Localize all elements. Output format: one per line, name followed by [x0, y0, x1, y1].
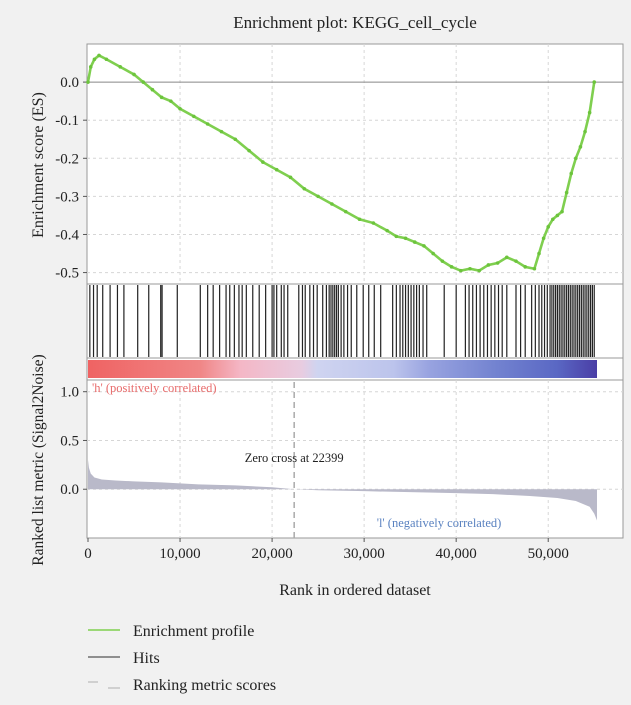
enrichment-point [574, 156, 578, 161]
enrichment-point [371, 221, 376, 225]
enrichment-point [551, 217, 555, 222]
enrichment-grid [87, 44, 623, 284]
enrichment-point [564, 190, 569, 195]
enrichment-point [449, 265, 454, 269]
metric-y-tick-label: 1.0 [60, 385, 79, 401]
enrichment-point [316, 194, 320, 199]
legend: Enrichment profile Hits Ranking metric s… [88, 623, 276, 694]
enrichment-point [569, 171, 574, 176]
x-tick-label: 10,000 [159, 546, 200, 562]
x-tick-label: 20,000 [251, 546, 292, 562]
enrichment-point [495, 261, 500, 265]
hits-lines [89, 285, 595, 357]
enrichment-point [141, 80, 146, 84]
enrichment-panel [86, 43, 624, 285]
legend-enrichment-label: Enrichment profile [133, 623, 254, 640]
enrichment-y-tick-label: 0.0 [60, 75, 79, 91]
legend-hits-label: Hits [133, 650, 160, 667]
enrichment-point [560, 209, 564, 214]
enrichment-point [486, 263, 491, 267]
positive-correlation-label: 'h' (positively correlated) [92, 381, 217, 395]
enrichment-point [274, 167, 279, 172]
enrichment-y-tick-label: -0.5 [55, 266, 79, 282]
enrichment-point [532, 266, 537, 271]
enrichment-point [537, 251, 541, 256]
metric-y-tick-label: 0.5 [60, 433, 79, 449]
metric-y-tick-label: 0.0 [60, 482, 79, 498]
enrichment-point [523, 265, 528, 269]
enrichment-profile-points [86, 53, 597, 273]
enrichment-point [555, 213, 560, 218]
enrichment-point [92, 57, 97, 62]
enrichment-point [458, 268, 463, 273]
enrichment-point [118, 65, 123, 69]
enrichment-y-tick-label: -0.4 [55, 227, 79, 243]
enrichment-point [86, 80, 90, 84]
enrichment-point [330, 202, 334, 206]
x-axis-ticks: 0 10,000 20,000 30,000 40,000 50,000 [84, 538, 569, 562]
enrichment-point [431, 251, 435, 256]
enrichment-y-tick-label: -0.2 [55, 151, 79, 167]
enrichment-point [169, 99, 173, 103]
enrichment-point [403, 236, 408, 241]
enrichment-y-tick-label: -0.3 [55, 189, 79, 205]
enrichment-point [88, 65, 93, 69]
enrichment-point [104, 57, 109, 62]
enrichment-point [394, 234, 399, 239]
chart-title: Enrichment plot: KEGG_cell_cycle [233, 13, 477, 32]
enrichment-point [385, 228, 389, 233]
enrichment-point [302, 186, 307, 191]
enrichment-point [219, 129, 224, 134]
hits-panel [86, 283, 624, 359]
enrichment-point [592, 80, 597, 84]
enrichment-point [132, 72, 136, 77]
x-tick-label: 50,000 [528, 546, 569, 562]
enrichment-point [468, 266, 472, 271]
enrichment-point [247, 148, 251, 153]
enrichment-point [261, 160, 265, 164]
enrichment-y-axis-label: Enrichment score (ES) [30, 92, 47, 238]
enrichment-point [412, 240, 417, 244]
enrichment-point [546, 225, 551, 229]
enrichment-point [205, 122, 210, 126]
metric-panel [86, 379, 624, 539]
enrichment-point [514, 259, 518, 263]
ranking-metric-area [88, 459, 597, 521]
enrichment-point [192, 114, 196, 119]
metric-y-axis-label: Ranked list metric (Signal2Noise) [30, 354, 47, 565]
enrichment-point [578, 145, 583, 149]
enrichment-point [159, 95, 164, 100]
metric-y-ticks: 1.0 0.5 0.0 [60, 385, 87, 498]
enrichment-point [178, 106, 182, 111]
x-axis-label: Rank in ordered dataset [279, 582, 431, 599]
enrichment-point [583, 129, 587, 134]
enrichment-point [343, 209, 348, 214]
enrichment-point [477, 268, 481, 273]
enrichment-point [541, 236, 546, 241]
ranking-color-bar [88, 360, 597, 378]
negative-correlation-label: 'l' (negatively correlated) [377, 516, 502, 530]
enrichment-point [422, 244, 426, 248]
x-tick-label: 30,000 [344, 546, 385, 562]
enrichment-point [150, 87, 155, 92]
enrichment-point [357, 217, 362, 222]
enrichment-point [440, 259, 445, 263]
enrichment-point [504, 255, 509, 260]
x-tick-label: 40,000 [436, 546, 477, 562]
enrichment-y-ticks: 0.0 -0.1 -0.2 -0.3 -0.4 -0.5 [55, 75, 87, 282]
x-tick-label: 0 [84, 546, 92, 562]
legend-metric-label: Ranking metric scores [133, 677, 276, 694]
enrichment-point [97, 53, 101, 58]
zero-cross-label: Zero cross at 22399 [245, 451, 344, 465]
enrichment-y-tick-label: -0.1 [55, 113, 79, 129]
enrichment-point [587, 110, 592, 115]
enrichment-point [233, 137, 238, 142]
enrichment-point [288, 175, 293, 180]
